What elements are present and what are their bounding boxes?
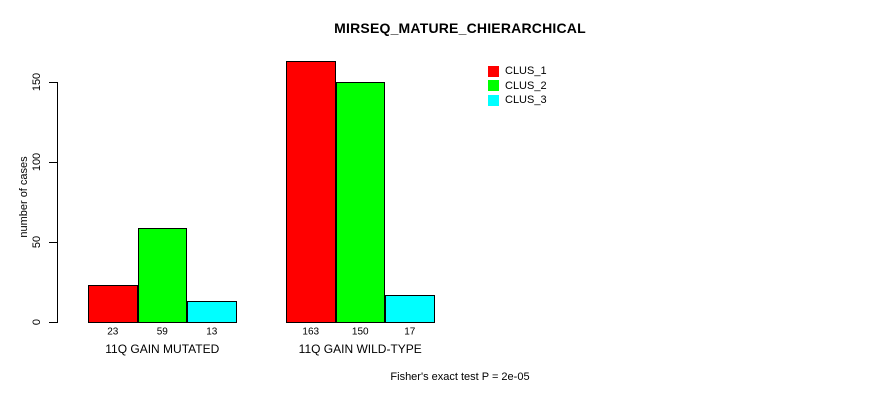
y-axis-tick bbox=[49, 82, 57, 83]
y-axis-tick bbox=[49, 162, 57, 163]
y-axis-tick-label: 50 bbox=[31, 235, 43, 249]
legend-swatch-clus_3 bbox=[488, 94, 499, 106]
legend-label-clus_2: CLUS_2 bbox=[505, 79, 547, 92]
y-axis-line bbox=[57, 82, 58, 323]
bar-clus_2-1 bbox=[137, 227, 187, 323]
bar-clus_3-1 bbox=[187, 301, 237, 323]
caption: Fisher's exact test P = 2e-05 bbox=[390, 371, 530, 383]
legend-label-clus_1: CLUS_1 bbox=[505, 65, 547, 77]
legend-swatch-clus_1 bbox=[488, 65, 499, 77]
bar-value-label: 17 bbox=[404, 326, 416, 338]
y-axis-tick-label: 0 bbox=[31, 318, 43, 326]
bar-value-label: 13 bbox=[206, 326, 218, 338]
bar-value-label: 23 bbox=[107, 326, 119, 338]
y-axis-tick bbox=[49, 242, 57, 243]
legend-label-clus_3: CLUS_3 bbox=[505, 94, 547, 106]
bar-clus_3-2 bbox=[385, 294, 435, 323]
y-axis-tick bbox=[49, 322, 57, 323]
bar-value-label: 150 bbox=[351, 326, 369, 338]
y-axis-title: number of cases bbox=[18, 156, 30, 238]
bar-clus_1-2 bbox=[286, 61, 336, 323]
bar-clus_1-1 bbox=[88, 285, 138, 323]
legend-swatch-clus_2 bbox=[488, 80, 499, 91]
y-axis-tick-label: 100 bbox=[31, 152, 43, 172]
x-axis-group-label: 11Q GAIN MUTATED bbox=[105, 342, 220, 356]
bar-clus_2-2 bbox=[335, 82, 385, 323]
chart-title: MIRSEQ_MATURE_CHIERARCHICAL bbox=[334, 20, 586, 36]
x-axis-group-label: 11Q GAIN WILD-TYPE bbox=[298, 342, 422, 356]
bar-value-label: 163 bbox=[302, 326, 320, 338]
bar-value-label: 59 bbox=[156, 326, 168, 338]
y-axis-tick-label: 150 bbox=[31, 72, 43, 92]
